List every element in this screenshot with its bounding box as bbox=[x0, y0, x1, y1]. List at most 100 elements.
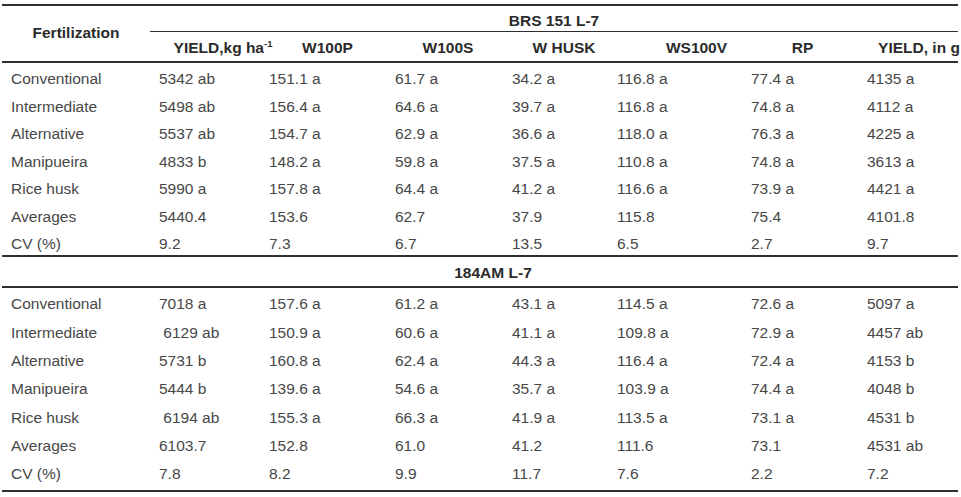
cell-value: 4112 a bbox=[867, 97, 913, 117]
cell-value: 59.8 a bbox=[395, 152, 438, 172]
results-table: Fertilization YIELD,kg ha-1W100PW100SW H… bbox=[0, 0, 961, 497]
cell-value: 116.8 a bbox=[617, 97, 668, 117]
cell-value: 2.7 bbox=[751, 234, 773, 254]
cell-value: 4101.8 bbox=[867, 207, 914, 227]
section2-top-rule bbox=[2, 255, 958, 257]
cell-value: 6.7 bbox=[395, 234, 417, 254]
cell-value: 77.4 a bbox=[751, 69, 794, 89]
row-label: Conventional bbox=[11, 69, 101, 89]
cell-value: 113.5 a bbox=[617, 408, 668, 428]
cell-value: 103.9 a bbox=[617, 379, 669, 399]
cell-value: 5731 b bbox=[159, 351, 206, 371]
cell-value: 7.6 bbox=[617, 464, 639, 484]
cell-value: 7.3 bbox=[269, 234, 291, 254]
row-label: Alternative bbox=[11, 351, 84, 371]
cell-value: 54.6 a bbox=[395, 379, 438, 399]
cell-value: 9.7 bbox=[867, 234, 889, 254]
cell-value: 11.7 bbox=[512, 464, 541, 484]
cell-value: 148.2 a bbox=[269, 152, 321, 172]
cell-value: 41.1 a bbox=[512, 323, 555, 343]
column-header: W100P bbox=[302, 38, 353, 58]
row-label: Manipueira bbox=[11, 379, 88, 399]
cell-value: 72.6 a bbox=[751, 294, 794, 314]
cell-value: 7.8 bbox=[159, 464, 181, 484]
row-label: CV (%) bbox=[11, 234, 61, 254]
cell-value: 74.8 a bbox=[751, 152, 794, 172]
row-label: Intermediate bbox=[11, 97, 97, 117]
column-header: YIELD,kg ha-1 bbox=[174, 38, 273, 58]
cell-value: 5444 b bbox=[159, 379, 206, 399]
row-label: Conventional bbox=[11, 294, 101, 314]
cell-value: 44.3 a bbox=[512, 351, 555, 371]
cell-value: 5990 a bbox=[159, 179, 206, 199]
cell-value: 109.8 a bbox=[617, 323, 669, 343]
cell-value: 64.4 a bbox=[395, 179, 438, 199]
cell-value: 4457 ab bbox=[867, 323, 923, 343]
cell-value: 151.1 a bbox=[269, 69, 321, 89]
cell-value: 74.4 a bbox=[751, 379, 794, 399]
row-label: Intermediate bbox=[11, 323, 97, 343]
corner-header: Fertilization bbox=[33, 23, 120, 43]
cell-value: 64.6 a bbox=[395, 97, 438, 117]
cell-value: 62.4 a bbox=[395, 351, 438, 371]
cell-value: 8.2 bbox=[269, 464, 291, 484]
cell-value: 5498 ab bbox=[159, 97, 215, 117]
cell-value: 157.6 a bbox=[269, 294, 321, 314]
cell-value: 41.2 a bbox=[512, 179, 555, 199]
row-label: Alternative bbox=[11, 124, 84, 144]
cell-value: 13.5 bbox=[512, 234, 542, 254]
row-label: Averages bbox=[11, 207, 76, 227]
cell-value: 139.6 a bbox=[269, 379, 321, 399]
cell-value: 5537 ab bbox=[159, 124, 215, 144]
cell-value: 41.9 a bbox=[512, 408, 555, 428]
cell-value: 4153 b bbox=[867, 351, 914, 371]
cell-value: 116.8 a bbox=[617, 69, 668, 89]
cell-value: 2.2 bbox=[751, 464, 773, 484]
column-header: W HUSK bbox=[533, 38, 596, 58]
cell-value: 66.3 a bbox=[395, 408, 438, 428]
cell-value: 75.4 bbox=[751, 207, 781, 227]
cell-value: 61.7 a bbox=[395, 69, 438, 89]
cell-value: 35.7 a bbox=[512, 379, 555, 399]
cell-value: 152.8 bbox=[269, 436, 308, 456]
row-label: Averages bbox=[11, 436, 76, 456]
cell-value: 7018 a bbox=[159, 294, 206, 314]
cell-value: 6129 ab bbox=[159, 323, 219, 343]
cell-value: 6103.7 bbox=[159, 436, 206, 456]
table-top-rule bbox=[2, 4, 958, 7]
cell-value: 4531 ab bbox=[867, 436, 923, 456]
cell-value: 4531 b bbox=[867, 408, 914, 428]
cell-value: 72.4 a bbox=[751, 351, 794, 371]
row-label: Rice husk bbox=[11, 179, 79, 199]
column-header: YIELD, in g bbox=[878, 38, 960, 58]
cell-value: 9.2 bbox=[159, 234, 181, 254]
cell-value: 111.6 bbox=[617, 436, 654, 456]
column-header: RP bbox=[792, 38, 814, 58]
cell-value: 110.8 a bbox=[617, 152, 668, 172]
cell-value: 62.9 a bbox=[395, 124, 438, 144]
cell-value: 114.5 a bbox=[617, 294, 668, 314]
cell-value: 118.0 a bbox=[617, 124, 668, 144]
cell-value: 36.6 a bbox=[512, 124, 555, 144]
cell-value: 116.4 a bbox=[617, 351, 668, 371]
cell-value: 43.1 a bbox=[512, 294, 555, 314]
cell-value: 37.9 bbox=[512, 207, 542, 227]
cell-value: 6194 ab bbox=[159, 408, 219, 428]
row-label: Rice husk bbox=[11, 408, 79, 428]
cell-value: 7.2 bbox=[867, 464, 889, 484]
cell-value: 37.5 a bbox=[512, 152, 555, 172]
cell-value: 6.5 bbox=[617, 234, 639, 254]
section-title: 184AM L-7 bbox=[454, 263, 532, 283]
cell-value: 73.9 a bbox=[751, 179, 794, 199]
cell-value: 153.6 bbox=[269, 207, 308, 227]
cell-value: 73.1 a bbox=[751, 408, 794, 428]
section2-title-underline bbox=[2, 286, 958, 288]
section-title: BRS 151 L-7 bbox=[509, 11, 599, 31]
cell-value: 4421 a bbox=[867, 179, 914, 199]
cell-value: 9.9 bbox=[395, 464, 417, 484]
cell-value: 155.3 a bbox=[269, 408, 321, 428]
cell-value: 60.6 a bbox=[395, 323, 438, 343]
cell-value: 154.7 a bbox=[269, 124, 321, 144]
cell-value: 73.1 bbox=[751, 436, 781, 456]
cell-value: 74.8 a bbox=[751, 97, 794, 117]
